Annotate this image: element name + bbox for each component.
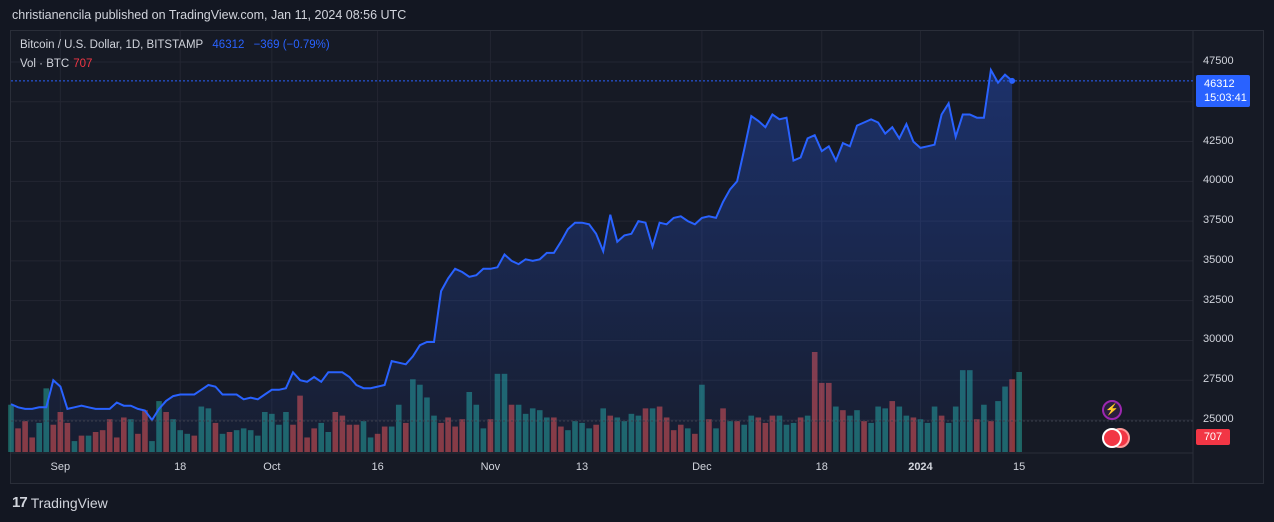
bar-countdown: 15:03:41	[1204, 92, 1247, 104]
tradingview-logo-icon: 17	[12, 494, 28, 511]
x-tick-label: 16	[371, 461, 384, 473]
x-tick-label: Oct	[263, 461, 281, 473]
last-price-value: 46312	[1204, 78, 1235, 90]
x-tick-label: 18	[815, 461, 828, 473]
x-tick-label: 2024	[908, 461, 933, 473]
last-volume-tag: 707	[1196, 429, 1230, 445]
volume-legend[interactable]: Vol · BTC 707	[20, 58, 92, 70]
y-tick-label: 27500	[1203, 373, 1234, 386]
y-tick-label: 47500	[1203, 55, 1234, 67]
lightning-icon[interactable]: ⚡	[1102, 400, 1122, 420]
y-tick-label: 40000	[1203, 174, 1234, 187]
x-tick-label: Sep	[50, 461, 71, 473]
last-price-dot	[1009, 77, 1016, 84]
x-tick-label: 18	[174, 461, 187, 473]
legend-price: 46312	[212, 39, 245, 51]
y-tick-label: 32500	[1203, 293, 1234, 306]
footer[interactable]: 17 TradingView	[12, 494, 108, 511]
y-tick-label: 30000	[1203, 333, 1234, 346]
volume-bar	[1016, 372, 1022, 452]
y-tick-label: 25000	[1203, 413, 1234, 425]
x-tick-label: Nov	[480, 461, 501, 473]
legend[interactable]: Bitcoin / U.S. Dollar, 1D, BITSTAMP 4631…	[20, 39, 336, 51]
y-tick-label: 42500	[1203, 134, 1234, 147]
y-tick-label: 37500	[1203, 214, 1234, 227]
brand-name: TradingView	[30, 494, 108, 511]
legend-change: −369 (−0.79%)	[253, 39, 330, 51]
publish-caption: christianencila published on TradingView…	[12, 8, 407, 22]
x-tick-label: 13	[575, 461, 589, 473]
x-tick-label: Dec	[692, 461, 712, 473]
last-price-tag: 46312 15:03:41	[1196, 75, 1250, 107]
symbol-label[interactable]: Bitcoin / U.S. Dollar, 1D, BITSTAMP	[20, 39, 204, 51]
price-line	[10, 66, 1013, 422]
us-flag-icon[interactable]	[1102, 428, 1122, 448]
volume-label: Vol · BTC	[20, 58, 70, 70]
y-tick-label: 35000	[1203, 253, 1234, 266]
volume-value: 707	[73, 58, 93, 70]
x-tick-label: 15	[1013, 461, 1026, 473]
